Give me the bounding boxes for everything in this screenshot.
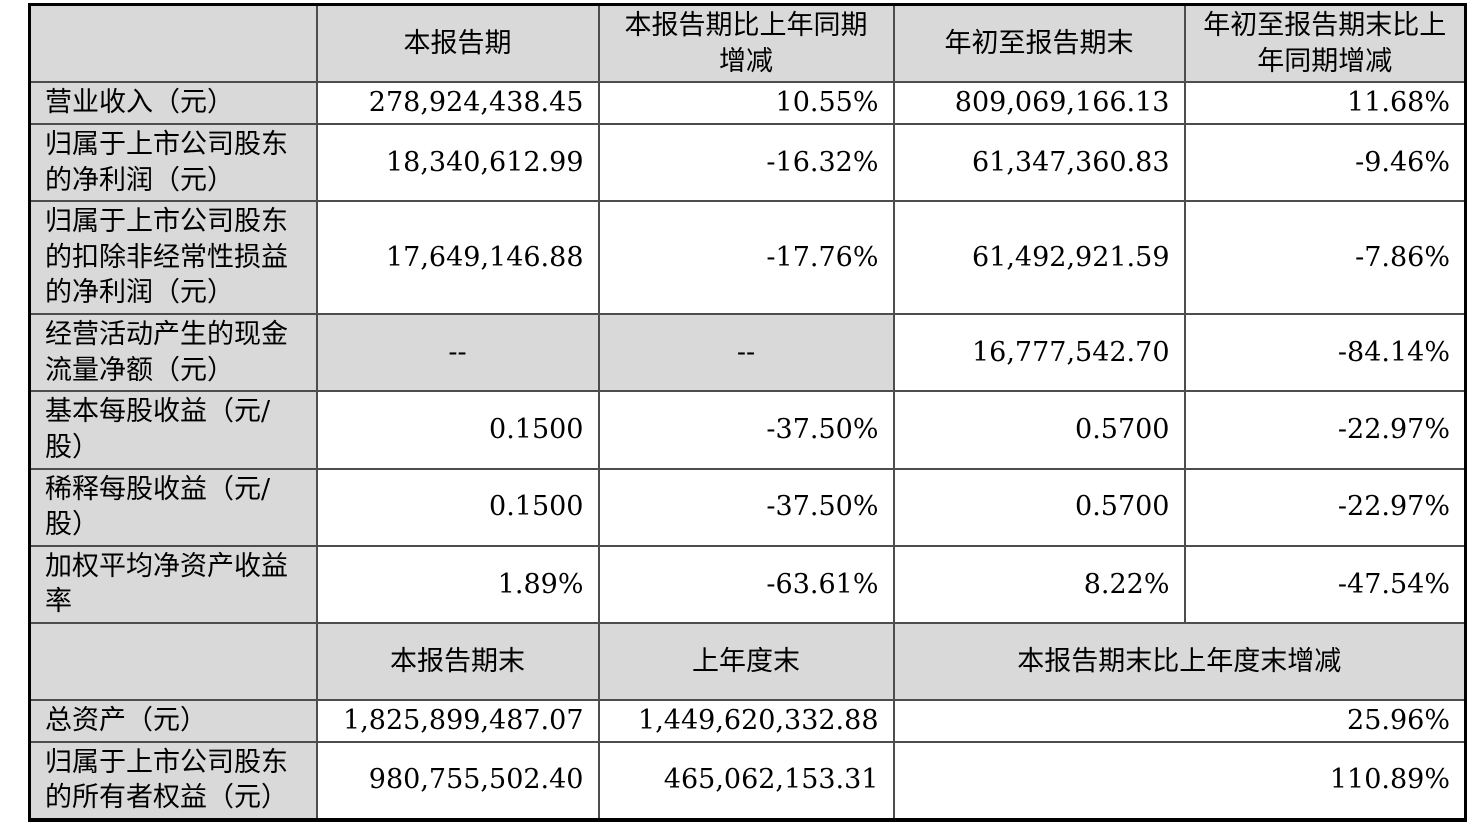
- ytd-cell: 0.5700: [892, 390, 1186, 470]
- ytd-cell: 8.22%: [892, 544, 1186, 625]
- ytd-cell: 61,492,921.59: [892, 200, 1186, 315]
- header-current-yoy-change: 本报告期比上年同期增减: [597, 3, 895, 84]
- row-label-cell: 归属于上市公司股东的扣除非经常性损益的净利润（元）: [28, 200, 318, 315]
- current-period-cell: 278,924,438.45: [315, 81, 600, 125]
- row-label-cell: 营业收入（元）: [28, 81, 318, 125]
- table-row-net-profit-after-deduction: 归属于上市公司股东的扣除非经常性损益的净利润（元） 17,649,146.88 …: [28, 200, 1467, 315]
- row-label-cell: 归属于上市公司股东的所有者权益（元）: [28, 740, 318, 821]
- ytd-change-cell: -22.97%: [1183, 390, 1467, 470]
- table-row-weighted-avg-roe: 加权平均净资产收益率 1.89% -63.61% 8.22% -47.54%: [28, 544, 1467, 625]
- ytd-change-cell: 11.68%: [1183, 81, 1467, 125]
- ytd-change-cell: -22.97%: [1183, 467, 1467, 547]
- table-row-operating-cash-flow: 经营活动产生的现金流量净额（元） -- -- 16,777,542.70 -84…: [28, 312, 1467, 393]
- current-period-cell: --: [315, 312, 600, 393]
- table-row-basic-eps: 基本每股收益（元/股） 0.1500 -37.50% 0.5700 -22.97…: [28, 390, 1467, 470]
- table-row-owners-equity: 归属于上市公司股东的所有者权益（元） 980,755,502.40 465,06…: [28, 740, 1467, 821]
- period-end-header-row: 本报告期末 上年度末 本报告期末比上年度末增减: [28, 622, 1467, 701]
- yoy-change-cell: -37.50%: [597, 390, 895, 470]
- ytd-change-cell: -9.46%: [1183, 122, 1467, 203]
- ytd-change-cell: -7.86%: [1183, 200, 1467, 315]
- yoy-change-cell: -16.32%: [597, 122, 895, 203]
- header-prev-year-end: 上年度末: [597, 622, 895, 701]
- table-row-revenue: 营业收入（元） 278,924,438.45 10.55% 809,069,16…: [28, 81, 1467, 125]
- ytd-cell: 0.5700: [892, 467, 1186, 547]
- current-period-cell: 1.89%: [315, 544, 600, 625]
- corner-cell: [28, 3, 318, 84]
- period-header-row: 本报告期 本报告期比上年同期增减 年初至报告期末 年初至报告期末比上年同期增减: [28, 3, 1467, 84]
- row-label-cell: 稀释每股收益（元/股）: [28, 467, 318, 547]
- header-current-period: 本报告期: [315, 3, 600, 84]
- ytd-cell: 809,069,166.13: [892, 81, 1186, 125]
- row-label-cell: 总资产（元）: [28, 699, 318, 743]
- header-ytd-yoy-change: 年初至报告期末比上年同期增减: [1183, 3, 1467, 84]
- key-financial-data-table: 本报告期 本报告期比上年同期增减 年初至报告期末 年初至报告期末比上年同期增减 …: [28, 3, 1467, 822]
- yoy-change-cell: -37.50%: [597, 467, 895, 547]
- header-end-of-period: 本报告期末: [315, 622, 600, 701]
- ytd-change-cell: -84.14%: [1183, 312, 1467, 393]
- prev-year-end-cell: 1,449,620,332.88: [597, 699, 895, 743]
- table-row-total-assets: 总资产（元） 1,825,899,487.07 1,449,620,332.88…: [28, 699, 1467, 743]
- current-period-cell: 18,340,612.99: [315, 122, 600, 203]
- current-period-cell: 0.1500: [315, 390, 600, 470]
- row-label-cell: 归属于上市公司股东的净利润（元）: [28, 122, 318, 203]
- yoy-change-cell: -63.61%: [597, 544, 895, 625]
- corner-cell: [28, 622, 318, 701]
- end-of-period-cell: 1,825,899,487.07: [315, 699, 600, 743]
- current-period-cell: 17,649,146.88: [315, 200, 600, 315]
- yoy-change-cell: 10.55%: [597, 81, 895, 125]
- table-row-net-profit: 归属于上市公司股东的净利润（元） 18,340,612.99 -16.32% 6…: [28, 122, 1467, 203]
- header-ytd: 年初至报告期末: [892, 3, 1186, 84]
- current-period-cell: 0.1500: [315, 467, 600, 547]
- end-vs-prev-change-cell: 25.96%: [892, 699, 1467, 743]
- ytd-cell: 16,777,542.70: [892, 312, 1186, 393]
- end-vs-prev-change-cell: 110.89%: [892, 740, 1467, 821]
- row-label-cell: 加权平均净资产收益率: [28, 544, 318, 625]
- table-row-diluted-eps: 稀释每股收益（元/股） 0.1500 -37.50% 0.5700 -22.97…: [28, 467, 1467, 547]
- row-label-cell: 经营活动产生的现金流量净额（元）: [28, 312, 318, 393]
- row-label-cell: 基本每股收益（元/股）: [28, 390, 318, 470]
- end-of-period-cell: 980,755,502.40: [315, 740, 600, 821]
- prev-year-end-cell: 465,062,153.31: [597, 740, 895, 821]
- yoy-change-cell: --: [597, 312, 895, 393]
- yoy-change-cell: -17.76%: [597, 200, 895, 315]
- ytd-change-cell: -47.54%: [1183, 544, 1467, 625]
- header-end-vs-prev-change: 本报告期末比上年度末增减: [892, 622, 1467, 701]
- ytd-cell: 61,347,360.83: [892, 122, 1186, 203]
